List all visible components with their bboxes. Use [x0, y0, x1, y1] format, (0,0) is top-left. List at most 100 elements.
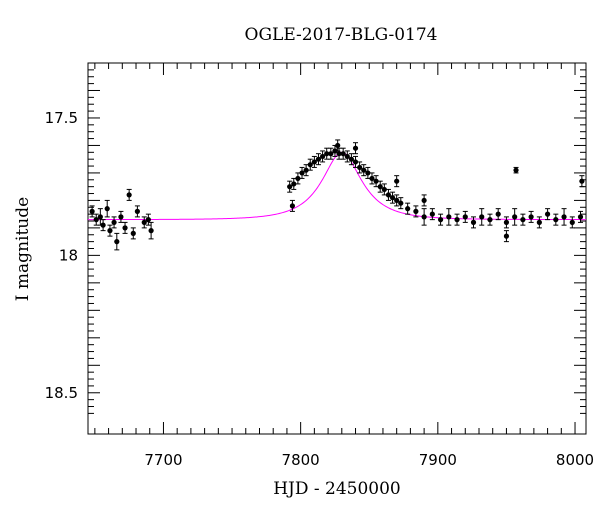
- point-marker: [107, 228, 113, 234]
- data-point: [429, 208, 435, 221]
- data-point: [303, 164, 309, 177]
- data-point: [462, 210, 468, 223]
- point-marker: [89, 208, 95, 214]
- point-marker: [421, 214, 427, 220]
- point-marker: [369, 175, 375, 182]
- point-marker: [553, 217, 559, 223]
- data-point: [405, 202, 411, 215]
- data-point: [365, 166, 371, 179]
- data-point: [361, 164, 367, 177]
- data-point: [315, 153, 322, 166]
- point-marker: [561, 214, 567, 220]
- point-marker: [145, 217, 151, 223]
- data-point: [332, 144, 338, 157]
- data-point: [520, 213, 526, 226]
- x-axis-label: HJD - 2450000: [273, 479, 401, 499]
- point-marker: [352, 145, 359, 151]
- y-tick-label: 18.5: [45, 384, 78, 402]
- point-marker: [122, 225, 128, 231]
- chart-title: OGLE-2017-BLG-0174: [245, 25, 438, 45]
- point-marker: [413, 208, 419, 214]
- point-marker: [536, 219, 542, 225]
- data-point: [394, 194, 400, 207]
- point-marker: [357, 164, 363, 171]
- data-point: [544, 208, 551, 221]
- data-point: [553, 213, 559, 226]
- point-marker: [130, 230, 136, 236]
- data-point: [577, 210, 584, 223]
- y-tick-label: 17.5: [45, 109, 78, 127]
- point-marker: [513, 167, 519, 173]
- data-point: [130, 227, 136, 240]
- data-point: [352, 142, 359, 155]
- data-point: [413, 205, 419, 218]
- point-marker: [335, 142, 341, 149]
- point-marker: [307, 162, 313, 168]
- data-points: [89, 139, 585, 251]
- x-tick-labels: 7700 7800 7900 8000: [144, 451, 594, 469]
- data-point: [335, 139, 341, 152]
- point-marker: [470, 219, 477, 225]
- x-tick-label: 7900: [419, 451, 457, 469]
- data-point: [536, 216, 542, 229]
- data-point: [389, 191, 396, 204]
- data-point: [385, 188, 392, 201]
- data-point: [307, 158, 313, 171]
- data-point: [122, 221, 128, 234]
- point-marker: [148, 228, 154, 234]
- x-tick-label: 7700: [144, 451, 182, 469]
- point-marker: [299, 170, 305, 176]
- point-marker: [579, 178, 585, 184]
- data-point: [148, 221, 154, 240]
- point-marker: [544, 211, 551, 217]
- data-point: [503, 216, 510, 229]
- point-marker: [328, 151, 334, 157]
- point-marker: [361, 167, 367, 173]
- point-marker: [437, 217, 444, 223]
- point-marker: [520, 217, 526, 223]
- point-marker: [421, 197, 427, 204]
- point-marker: [348, 156, 355, 162]
- data-point: [100, 219, 106, 232]
- point-marker: [512, 214, 518, 220]
- data-point: [287, 180, 293, 193]
- point-marker: [577, 214, 584, 220]
- x-tick-label: 7800: [282, 451, 320, 469]
- point-marker: [93, 217, 99, 223]
- point-marker: [373, 178, 379, 184]
- y-axis-label: I magnitude: [13, 197, 33, 301]
- data-point: [89, 205, 95, 218]
- point-marker: [454, 217, 460, 223]
- point-marker: [97, 214, 103, 220]
- data-point: [126, 188, 132, 201]
- data-point: [291, 177, 297, 190]
- data-point: [421, 194, 427, 207]
- y-tick-label: 18: [59, 246, 78, 264]
- point-marker: [462, 214, 468, 220]
- data-point: [470, 216, 477, 229]
- model-curve: [88, 151, 586, 221]
- point-marker: [487, 217, 493, 223]
- data-point: [454, 213, 460, 226]
- data-point: [299, 166, 305, 179]
- point-marker: [340, 151, 346, 157]
- data-point: [97, 208, 103, 226]
- point-marker: [311, 159, 317, 165]
- point-marker: [394, 197, 400, 204]
- point-marker: [344, 153, 350, 160]
- point-marker: [479, 214, 485, 220]
- data-point: [528, 210, 534, 223]
- data-point: [324, 147, 330, 160]
- point-marker: [352, 159, 359, 165]
- data-point: [357, 161, 363, 174]
- plot-area: [88, 139, 586, 251]
- point-marker: [111, 219, 117, 225]
- data-point: [513, 166, 519, 174]
- point-marker: [134, 208, 140, 214]
- data-point: [394, 175, 400, 188]
- point-marker: [503, 233, 510, 239]
- point-marker: [365, 170, 371, 176]
- point-marker: [324, 151, 330, 157]
- point-marker: [394, 178, 400, 184]
